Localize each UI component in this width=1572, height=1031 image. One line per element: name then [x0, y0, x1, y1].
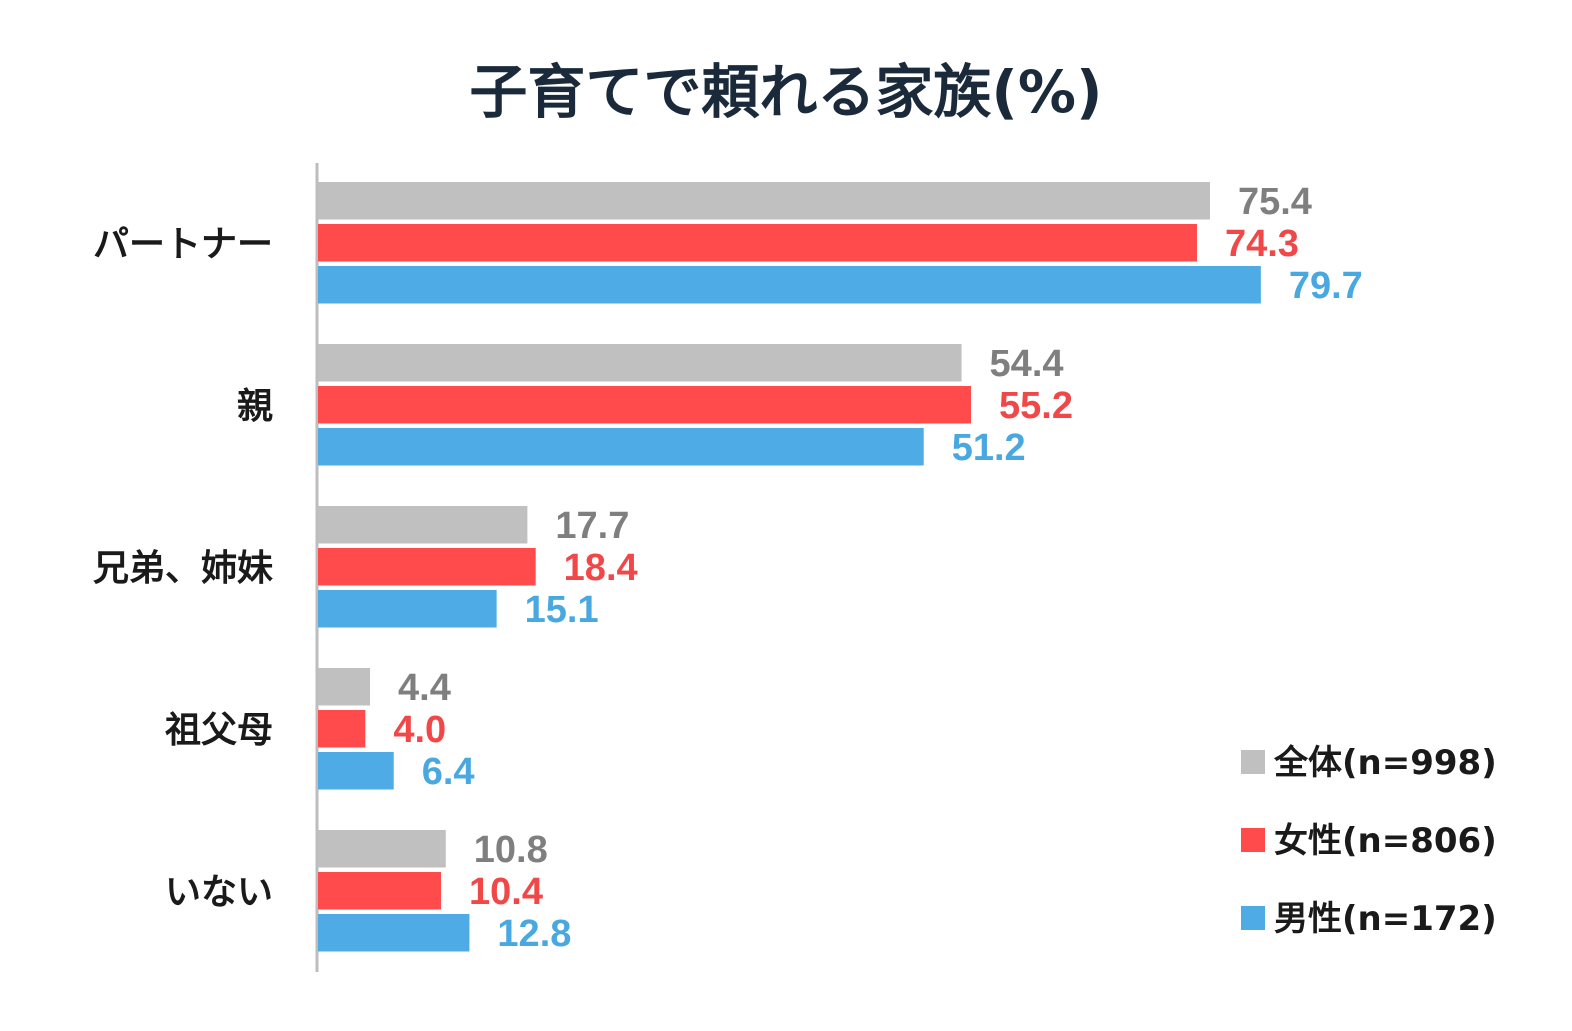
bar-total	[318, 344, 962, 382]
bar-female	[318, 224, 1197, 262]
data-label: 4.4	[398, 667, 451, 709]
bar-female	[318, 710, 366, 748]
legend-swatch	[1241, 906, 1265, 930]
category-label: 祖父母	[165, 710, 273, 751]
data-label: 18.4	[564, 547, 638, 589]
data-label: 54.4	[990, 343, 1064, 385]
bar-male	[318, 590, 497, 628]
data-label: 15.1	[525, 589, 599, 631]
legend: 全体(n=998) 女性(n=806) 男性(n=172)	[1241, 743, 1497, 939]
data-label: 12.8	[497, 913, 571, 955]
data-label: 17.7	[555, 505, 629, 547]
bar-male	[318, 266, 1261, 304]
category-label: いない	[165, 872, 273, 913]
bar-total	[318, 506, 528, 544]
data-label: 79.7	[1289, 265, 1363, 307]
bar-male	[318, 914, 470, 952]
legend-swatch	[1241, 750, 1265, 774]
data-label: 75.4	[1238, 181, 1312, 223]
bar-female	[318, 386, 972, 424]
legend-label: 全体(n=998)	[1273, 743, 1497, 783]
data-label: 51.2	[952, 427, 1026, 469]
bar-series	[318, 182, 1261, 952]
bar-total	[318, 182, 1210, 220]
bar-female	[318, 872, 442, 910]
data-label: 10.4	[469, 871, 543, 913]
bar-male	[318, 428, 924, 466]
legend-swatch	[1241, 828, 1265, 852]
data-label: 74.3	[1225, 223, 1299, 265]
category-label: パートナー	[93, 224, 273, 265]
bar-total	[318, 830, 446, 868]
data-label: 55.2	[999, 385, 1073, 427]
legend-label: 女性(n=806)	[1274, 821, 1497, 861]
bar-female	[318, 548, 536, 586]
data-label: 10.8	[474, 829, 548, 871]
bar-male	[318, 752, 394, 790]
category-label: 兄弟、姉妹	[93, 548, 273, 589]
data-label: 6.4	[422, 751, 475, 793]
category-label: 親	[237, 386, 273, 427]
chart-title: 子育てで頼れる家族(%)	[469, 58, 1102, 126]
bar-total	[318, 668, 371, 706]
data-label: 4.0	[393, 709, 446, 751]
legend-label: 男性(n=172)	[1274, 899, 1497, 939]
data-labels: 75.474.379.7 54.455.251.2 17.718.415.1 4.44…	[393, 181, 1362, 955]
